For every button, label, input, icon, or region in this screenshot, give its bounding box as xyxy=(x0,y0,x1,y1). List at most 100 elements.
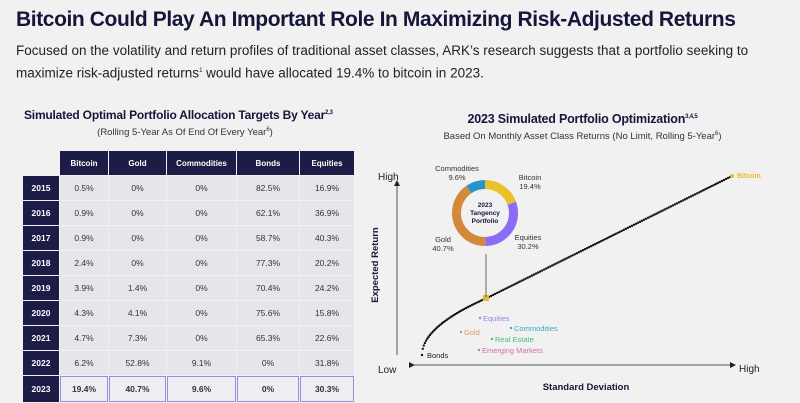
donut-slice-commodities xyxy=(452,180,518,246)
frontier-point xyxy=(532,273,536,276)
frontier-point xyxy=(557,261,560,264)
value-cell: 16.9% xyxy=(300,176,354,200)
value-cell: 3.9% xyxy=(60,276,108,300)
value-cell: 4.7% xyxy=(60,326,108,350)
frontier-point xyxy=(724,177,728,181)
value-cell: 0% xyxy=(109,201,166,225)
frontier-point xyxy=(657,211,660,214)
frontier-point xyxy=(461,308,464,312)
value-cell: 22.6% xyxy=(300,326,354,350)
header-equities: Equities xyxy=(300,151,354,175)
table-title: Simulated Optimal Portfolio Allocation T… xyxy=(24,108,369,122)
frontier-point xyxy=(602,238,605,242)
frontier-point xyxy=(468,304,472,308)
table-title-text: Simulated Optimal Portfolio Allocation T… xyxy=(24,108,326,122)
frontier-point xyxy=(718,180,721,184)
value-cell: 70.4% xyxy=(237,276,299,300)
frontier-point xyxy=(464,306,468,310)
value-cell: 1.4% xyxy=(109,276,166,300)
value-cell: 0% xyxy=(237,351,299,375)
frontier-point xyxy=(454,312,457,316)
frontier-point xyxy=(612,233,615,237)
frontier-point xyxy=(608,235,611,239)
value-cell: 0% xyxy=(167,251,236,275)
frontier-point xyxy=(585,246,589,250)
page-header: Bitcoin Could Play An Important Role In … xyxy=(16,6,786,84)
value-cell: 24.2% xyxy=(300,276,354,300)
frontier-point xyxy=(575,252,579,255)
frontier-point xyxy=(540,269,544,272)
bitcoin-point xyxy=(730,174,734,178)
subtitle-line-1: Focused on the volatility and return pro… xyxy=(16,43,749,58)
table-subtitle: (Rolling 5-Year As Of End Of Every Year6… xyxy=(0,127,370,138)
frontier-point xyxy=(671,204,674,207)
subtitle-part: maximize risk-adjusted returns xyxy=(16,65,200,81)
chart-title: 2023 Simulated Portfolio Optimization3,4… xyxy=(385,112,780,126)
donut-slice-equities xyxy=(452,180,518,246)
footnote-ref: 1 xyxy=(199,68,203,74)
frontier-point xyxy=(569,255,572,258)
header-gold: Gold xyxy=(109,151,166,175)
table-row: 2022 6.2% 52.8% 9.1% 0% 31.8% xyxy=(23,351,354,375)
frontier-point xyxy=(667,206,670,209)
frontier-point xyxy=(421,347,424,350)
frontier-point xyxy=(643,218,646,221)
frontier-point xyxy=(594,242,597,246)
frontier-point xyxy=(681,199,685,202)
frontier-point xyxy=(598,240,601,244)
frontier-point xyxy=(506,286,509,290)
frontier-point xyxy=(722,178,726,182)
frontier-point xyxy=(510,284,513,287)
frontier-point xyxy=(624,227,628,231)
value-cell: 82.5% xyxy=(237,176,299,200)
value-cell: 6.2% xyxy=(60,351,108,375)
value-cell: 0.5% xyxy=(60,176,108,200)
frontier-point xyxy=(561,259,564,262)
frontier-point xyxy=(700,190,703,193)
value-cell: 4.3% xyxy=(60,301,108,325)
frontier-point xyxy=(502,288,505,292)
footnote-ref: 2,3 xyxy=(325,110,333,116)
value-cell: 0.9% xyxy=(60,201,108,225)
frontier-point xyxy=(440,322,444,325)
frontier-point xyxy=(518,280,521,283)
frontier-point xyxy=(694,193,697,196)
frontier-point xyxy=(466,305,470,309)
frontier-point xyxy=(710,184,713,188)
frontier-point xyxy=(620,229,623,233)
year-cell: 2021 xyxy=(23,326,59,350)
frontier-point xyxy=(459,309,462,313)
frontier-point xyxy=(520,279,523,282)
value-cell: 0% xyxy=(109,251,166,275)
footnote-ref: 6 xyxy=(715,131,719,137)
table-row: 2015 0.5% 0% 0% 82.5% 16.9% xyxy=(23,176,354,200)
frontier-point xyxy=(571,254,574,257)
x-axis-label: Standard Deviation xyxy=(543,382,630,393)
frontier-point xyxy=(456,311,459,315)
frontier-point xyxy=(427,335,430,338)
frontier-point xyxy=(514,282,517,285)
frontier-point xyxy=(689,195,693,198)
frontier-point xyxy=(600,239,603,243)
value-cell: 36.9% xyxy=(300,201,354,225)
donut-center-label: Tangency xyxy=(470,210,500,217)
value-cell: 0% xyxy=(167,301,236,325)
frontier-point xyxy=(591,243,595,247)
value-cell: 40.3% xyxy=(300,226,354,250)
frontier-point xyxy=(708,185,711,189)
frontier-point xyxy=(567,256,570,259)
frontier-point xyxy=(555,262,558,265)
frontier-point xyxy=(524,277,527,280)
value-cell: 30.3% xyxy=(300,376,354,402)
frontier-point xyxy=(504,287,507,291)
frontier-point xyxy=(530,274,534,277)
asset-label: Bonds xyxy=(427,351,449,360)
frontier-point xyxy=(433,328,436,332)
frontier-point xyxy=(491,293,495,297)
frontier-point xyxy=(422,344,425,347)
chart-subtitle-end: ) xyxy=(718,131,722,143)
frontier-point xyxy=(563,258,566,261)
table-row: 2021 4.7% 7.3% 0% 65.3% 22.6% xyxy=(23,326,354,350)
